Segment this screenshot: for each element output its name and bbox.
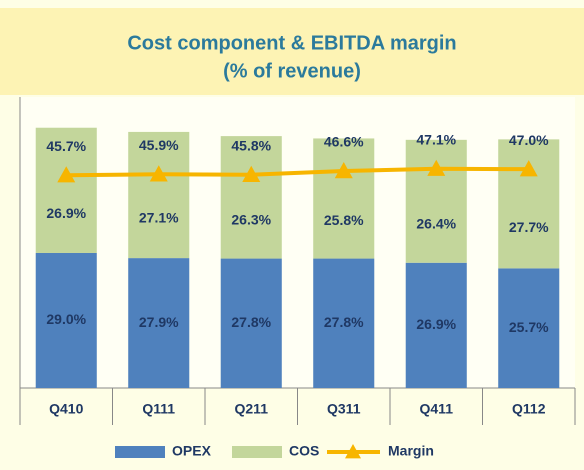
x-tick-label: Q111: [142, 401, 175, 417]
chart-subtitle: (% of revenue): [223, 60, 361, 82]
line-marker: [519, 160, 538, 177]
legend-label: OPEX: [172, 443, 212, 459]
bar-segment: [313, 138, 375, 259]
data-label: 26.9%: [416, 316, 456, 332]
data-label: 25.8%: [324, 212, 364, 228]
bar-segment: [35, 252, 97, 388]
bar-segment: [498, 268, 560, 388]
legend-label: Margin: [388, 443, 434, 459]
data-label: 46.6%: [324, 134, 364, 150]
chart-title: Cost component & EBITDA margin: [127, 32, 456, 54]
data-label: 47.0%: [509, 132, 549, 148]
line-marker: [57, 166, 76, 183]
line-marker: [242, 165, 261, 182]
data-label: 27.8%: [324, 314, 364, 330]
data-label: 27.8%: [231, 314, 271, 330]
data-label: 26.3%: [231, 211, 271, 227]
bar-segment: [405, 139, 467, 263]
line: [66, 166, 529, 178]
data-label: 45.9%: [139, 137, 179, 153]
data-label: 26.9%: [46, 205, 86, 221]
data-label: 27.9%: [139, 314, 179, 330]
bar-segment: [128, 258, 190, 388]
bar-segment: [313, 258, 375, 388]
legend-swatch: [115, 446, 165, 458]
data-label: 27.1%: [139, 210, 179, 226]
x-tick-label: Q311: [327, 401, 361, 417]
line-marker: [427, 159, 446, 176]
x-tick-label: Q211: [235, 401, 269, 417]
line-marker: [334, 162, 353, 179]
data-label: 26.4%: [416, 215, 456, 231]
bar-segment: [128, 131, 190, 259]
title-box: [0, 8, 584, 95]
x-tick-label: Q112: [512, 401, 546, 417]
legend-swatch: [232, 446, 282, 458]
data-label: 25.7%: [509, 319, 549, 335]
data-label: 47.1%: [416, 131, 456, 147]
bar-segment: [220, 136, 282, 259]
data-label: 27.7%: [509, 219, 549, 235]
data-label: 45.8%: [231, 137, 271, 153]
data-label: 29.0%: [46, 311, 86, 327]
bar-segment: [35, 127, 97, 253]
legend-label: COS: [289, 443, 319, 459]
x-tick-label: Q411: [420, 401, 454, 417]
line-marker: [149, 165, 168, 182]
bar-segment: [498, 139, 560, 269]
bar-segment: [220, 258, 282, 388]
plot-area: [20, 97, 575, 388]
legend-swatch: [345, 444, 361, 459]
bar-segment: [405, 262, 467, 388]
x-tick-label: Q410: [49, 401, 83, 417]
data-label: 45.7%: [46, 138, 86, 154]
